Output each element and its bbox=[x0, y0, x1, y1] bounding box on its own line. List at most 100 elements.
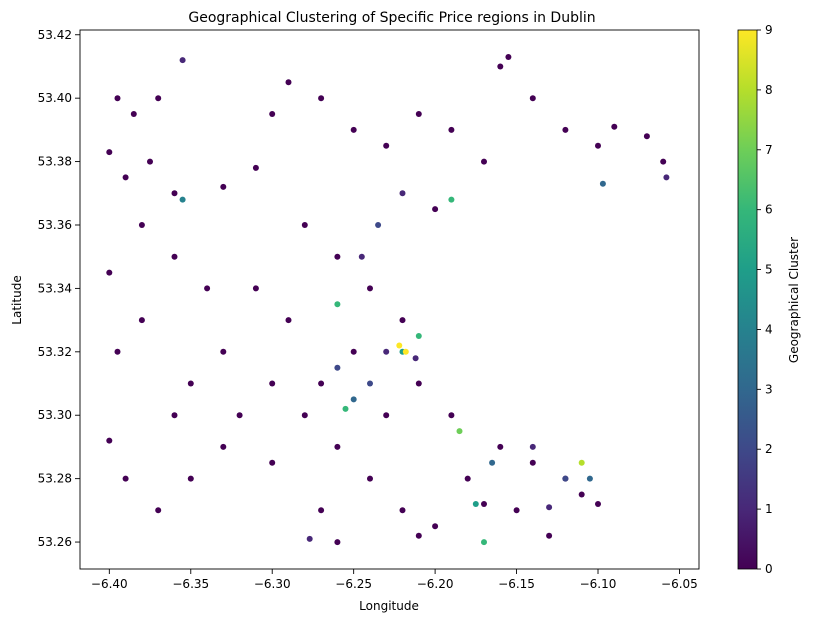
y-tick-label: 53.30 bbox=[38, 408, 72, 422]
data-point bbox=[106, 437, 113, 444]
data-point bbox=[334, 364, 341, 371]
data-point bbox=[383, 412, 390, 419]
colorbar-label: Geographical Cluster bbox=[787, 237, 801, 363]
data-point bbox=[179, 57, 186, 64]
data-point bbox=[448, 412, 455, 419]
data-point bbox=[114, 348, 121, 355]
x-tick-label: −6.25 bbox=[335, 577, 372, 591]
y-axis-label: Latitude bbox=[10, 275, 24, 324]
data-point bbox=[138, 317, 145, 324]
data-point bbox=[432, 523, 439, 530]
data-point bbox=[318, 380, 325, 387]
data-point bbox=[415, 380, 422, 387]
data-point bbox=[269, 459, 276, 466]
x-tick-label: −6.40 bbox=[91, 577, 128, 591]
y-tick-label: 53.42 bbox=[38, 28, 72, 42]
data-point bbox=[505, 54, 512, 60]
data-point bbox=[546, 504, 553, 511]
data-point bbox=[529, 95, 536, 102]
data-point bbox=[399, 317, 406, 324]
y-tick-label: 53.28 bbox=[38, 472, 72, 486]
data-point bbox=[350, 348, 357, 355]
colorbar-tick-label: 6 bbox=[765, 203, 773, 217]
data-point bbox=[578, 459, 585, 466]
x-axis-label: Longitude bbox=[359, 599, 419, 613]
data-point bbox=[599, 180, 606, 187]
data-point bbox=[578, 491, 585, 498]
data-point bbox=[497, 443, 504, 450]
data-point bbox=[122, 475, 129, 482]
x-tick-label: −6.15 bbox=[498, 577, 535, 591]
data-point bbox=[122, 174, 129, 181]
data-point bbox=[481, 539, 487, 546]
data-point bbox=[171, 253, 178, 260]
y-tick-label: 53.32 bbox=[38, 345, 72, 359]
data-point bbox=[220, 183, 227, 190]
y-tick-label: 53.34 bbox=[38, 281, 72, 295]
data-point bbox=[456, 428, 463, 435]
data-point bbox=[334, 301, 341, 308]
data-point bbox=[472, 501, 479, 507]
data-point bbox=[513, 507, 520, 514]
x-tick-label: −6.35 bbox=[172, 577, 209, 591]
colorbar-tick-label: 8 bbox=[765, 83, 773, 97]
data-point bbox=[171, 412, 178, 419]
data-point bbox=[204, 285, 211, 292]
colorbar-tick-label: 1 bbox=[765, 502, 773, 516]
data-point bbox=[106, 269, 113, 276]
data-point bbox=[285, 79, 292, 86]
data-point bbox=[367, 475, 373, 482]
data-point bbox=[350, 396, 357, 403]
data-point bbox=[106, 149, 113, 156]
data-point bbox=[595, 142, 601, 149]
data-point bbox=[318, 95, 325, 102]
data-point bbox=[147, 158, 153, 165]
x-tick-label: −6.10 bbox=[580, 577, 617, 591]
data-point bbox=[301, 412, 308, 419]
data-point bbox=[660, 158, 667, 165]
colorbar-tick-label: 3 bbox=[765, 382, 773, 396]
y-tick-label: 53.26 bbox=[38, 535, 72, 549]
x-tick-label: −6.30 bbox=[254, 577, 291, 591]
data-point bbox=[415, 532, 422, 539]
chart-title: Geographical Clustering of Specific Pric… bbox=[188, 10, 595, 26]
colorbar-tick-label: 9 bbox=[765, 23, 773, 37]
data-point bbox=[187, 380, 194, 387]
data-point bbox=[586, 475, 593, 482]
data-point bbox=[155, 507, 162, 514]
data-point bbox=[252, 164, 259, 171]
x-tick-label: −6.05 bbox=[661, 577, 698, 591]
y-tick-label: 53.38 bbox=[38, 155, 72, 169]
data-point bbox=[179, 196, 186, 203]
colorbar-tick-label: 2 bbox=[765, 442, 773, 456]
data-point bbox=[611, 123, 618, 130]
data-point bbox=[399, 507, 406, 514]
x-axis-ticks: −6.40 −6.35 −6.30 −6.25 −6.20 −6.15 −6.10 −6.05 bbox=[91, 569, 698, 591]
data-point bbox=[412, 355, 419, 362]
data-point bbox=[220, 348, 227, 355]
data-point bbox=[342, 405, 349, 412]
data-point bbox=[334, 253, 341, 260]
data-point bbox=[497, 63, 504, 70]
y-tick-label: 53.40 bbox=[38, 91, 72, 105]
data-point bbox=[367, 380, 373, 387]
data-point bbox=[402, 348, 409, 355]
x-tick-label: −6.20 bbox=[417, 577, 454, 591]
colorbar-tick-label: 4 bbox=[765, 322, 773, 336]
data-point bbox=[481, 158, 487, 165]
data-point bbox=[358, 253, 365, 260]
data-point bbox=[130, 111, 137, 117]
data-point bbox=[375, 222, 382, 228]
data-point bbox=[489, 459, 496, 466]
data-point bbox=[529, 459, 536, 466]
data-point bbox=[432, 206, 439, 213]
data-point bbox=[138, 222, 145, 228]
data-point bbox=[318, 507, 325, 514]
data-point bbox=[334, 539, 341, 546]
data-point bbox=[663, 174, 670, 181]
colorbar-tick-label: 7 bbox=[765, 143, 773, 157]
data-point bbox=[529, 443, 536, 450]
data-point bbox=[171, 190, 178, 197]
